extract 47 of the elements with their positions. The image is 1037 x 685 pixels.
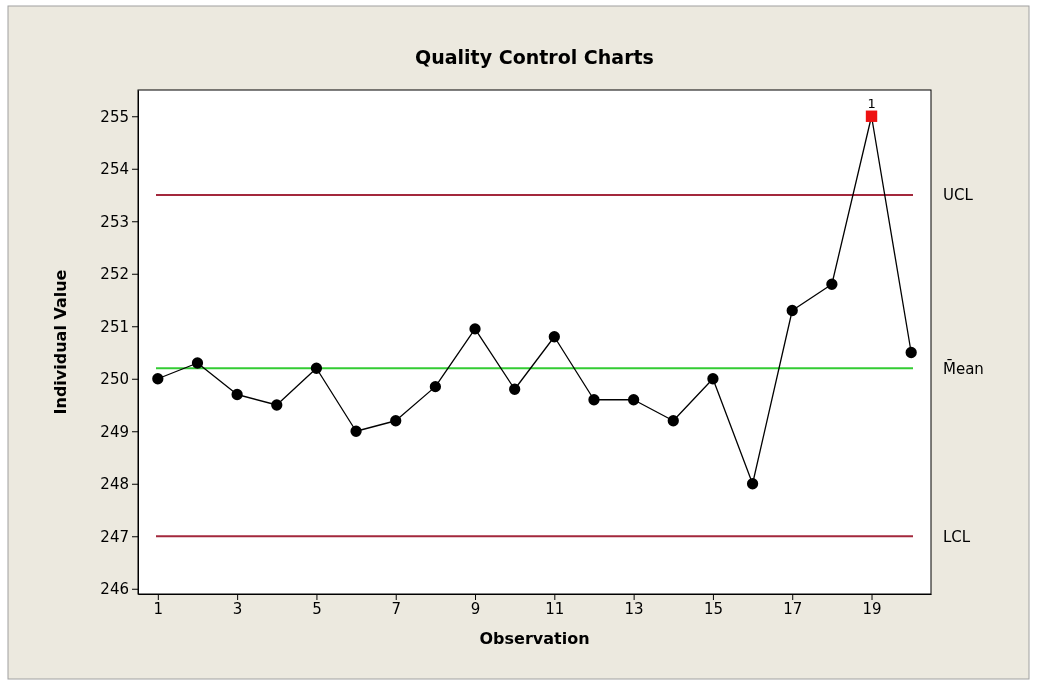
x-tick-label: 13 xyxy=(624,599,644,618)
y-tick-label: 255 xyxy=(100,107,129,126)
y-tick-label: 247 xyxy=(100,527,129,546)
y-tick-label: 249 xyxy=(100,422,129,441)
y-tick-label: 252 xyxy=(100,265,129,284)
point xyxy=(865,110,878,122)
point xyxy=(627,394,640,406)
y-tick-label: 254 xyxy=(100,160,129,179)
point xyxy=(390,415,402,427)
point xyxy=(905,346,917,359)
point xyxy=(509,383,521,395)
x-tick-label: 17 xyxy=(783,599,803,618)
point xyxy=(667,415,679,427)
point xyxy=(350,425,362,437)
x-tick-label: 15 xyxy=(703,599,723,618)
x-axis-title: Observation xyxy=(479,629,590,648)
point xyxy=(271,399,283,411)
y-tick-label: 250 xyxy=(100,370,129,389)
point xyxy=(469,323,481,335)
ref-line-label: M̄ean xyxy=(943,358,984,378)
point xyxy=(152,373,164,385)
chart-title: Quality Control Charts xyxy=(415,46,654,68)
point xyxy=(786,304,798,317)
point xyxy=(429,380,442,393)
point xyxy=(231,388,243,401)
point xyxy=(191,357,204,369)
y-tick-label: 246 xyxy=(100,580,129,599)
x-tick-label: 7 xyxy=(391,599,401,618)
y-tick-label: 248 xyxy=(100,475,129,494)
x-tick-label: 5 xyxy=(312,599,322,618)
point xyxy=(746,478,759,490)
x-tick-label: 11 xyxy=(545,599,565,618)
x-tick-label: 1 xyxy=(153,599,164,618)
x-tick-label: 19 xyxy=(862,599,882,618)
point xyxy=(588,394,600,406)
x-tick-label: 9 xyxy=(470,599,481,618)
ref-line-label: LCL xyxy=(943,527,971,546)
point xyxy=(310,362,323,374)
point xyxy=(826,278,838,290)
point xyxy=(548,331,560,343)
y-axis-title: Individual Value xyxy=(51,269,70,415)
point xyxy=(707,373,719,385)
y-tick-label: 253 xyxy=(100,212,129,231)
x-tick-label: 3 xyxy=(232,599,243,618)
annotation: 1 xyxy=(867,96,876,112)
y-tick-label: 251 xyxy=(100,317,129,336)
ref-line-label: UCL xyxy=(943,186,974,205)
